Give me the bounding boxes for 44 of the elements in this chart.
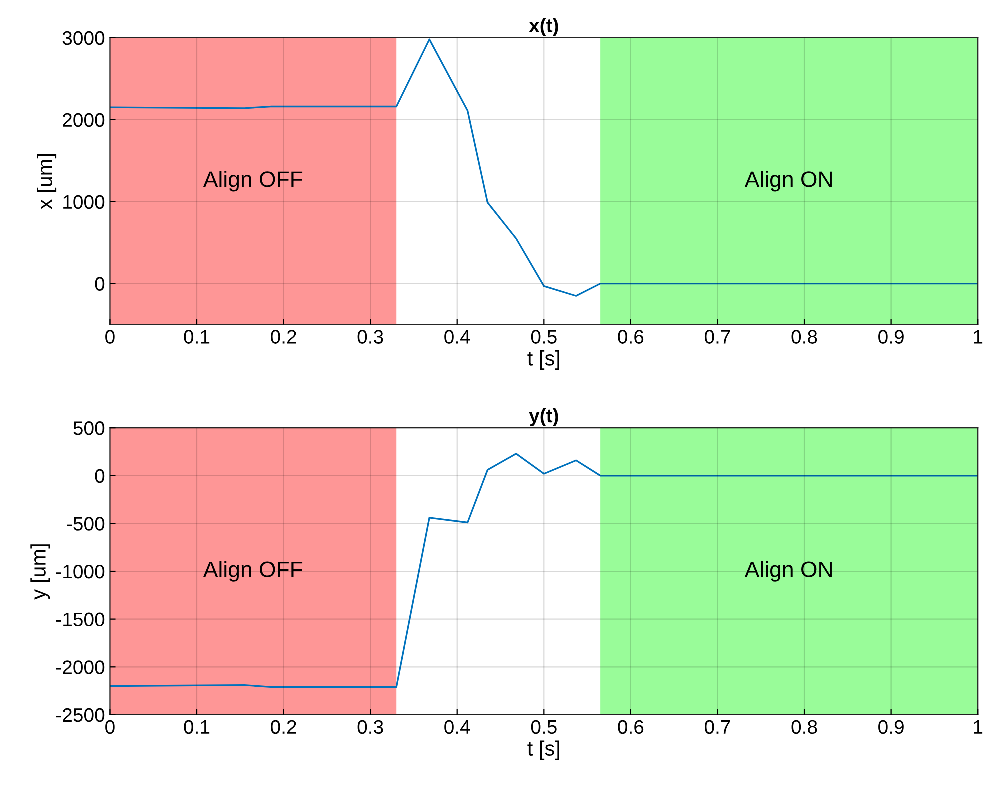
x-tick-label: 1 <box>974 720 983 734</box>
y-tick-label: -2500 <box>56 708 105 722</box>
x-tick-label: 0.7 <box>704 720 730 734</box>
x-tick-label: 0.1 <box>184 720 210 734</box>
x-axis-title: t [s] <box>528 740 560 760</box>
x-tick-label: 0 <box>106 720 115 734</box>
x-tick-label: 0.7 <box>704 330 730 344</box>
x-tick-label: 0.8 <box>792 330 818 344</box>
x-tick-label: 0.5 <box>531 330 557 344</box>
x-tick-label: 0.3 <box>358 330 384 344</box>
x-tick-label: 0.4 <box>444 720 470 734</box>
y-tick-label: 500 <box>74 422 105 436</box>
band-label: Align ON <box>744 171 832 192</box>
y-tick-label: -1500 <box>56 612 105 627</box>
x-tick-label: 0.1 <box>184 330 210 344</box>
x-tick-label: 0.9 <box>878 720 904 734</box>
chart-title: y(t) <box>529 408 558 427</box>
x-tick-label: 0 <box>106 330 115 344</box>
x-tick-label: 0.2 <box>271 720 296 734</box>
x-tick-label: 0.2 <box>271 330 296 344</box>
y-tick-label: 2000 <box>63 113 105 128</box>
x-tick-label: 0.3 <box>358 720 384 734</box>
chart-title: x(t) <box>529 18 558 36</box>
y-tick-label: -2000 <box>56 660 105 674</box>
y-tick-label: 0 <box>95 277 105 292</box>
y-tick-label: 1000 <box>64 195 105 210</box>
x-tick-label: 0.9 <box>878 330 904 344</box>
x-axis-title: t [s] <box>528 350 560 370</box>
band-label: Align OFF <box>203 171 303 192</box>
y-tick-label: -1000 <box>56 564 105 579</box>
x-tick-label: 0.5 <box>531 720 557 734</box>
line-series <box>110 453 978 688</box>
band-label: Align OFF <box>203 561 303 582</box>
y-tick-label: -500 <box>67 517 105 531</box>
x-tick-label: 0.4 <box>444 330 470 344</box>
x-tick-label: 0.6 <box>618 330 644 344</box>
y-tick-label: 0 <box>95 469 105 484</box>
x-tick-label: 0.8 <box>792 720 818 734</box>
band-label: Align ON <box>744 561 832 582</box>
y-tick-label: 3000 <box>62 31 105 46</box>
x-tick-label: 1 <box>974 330 983 344</box>
y-axis-title: y [um] <box>30 544 50 600</box>
x-tick-label: 0.6 <box>618 720 644 734</box>
y-axis-title: x [um] <box>37 154 57 210</box>
